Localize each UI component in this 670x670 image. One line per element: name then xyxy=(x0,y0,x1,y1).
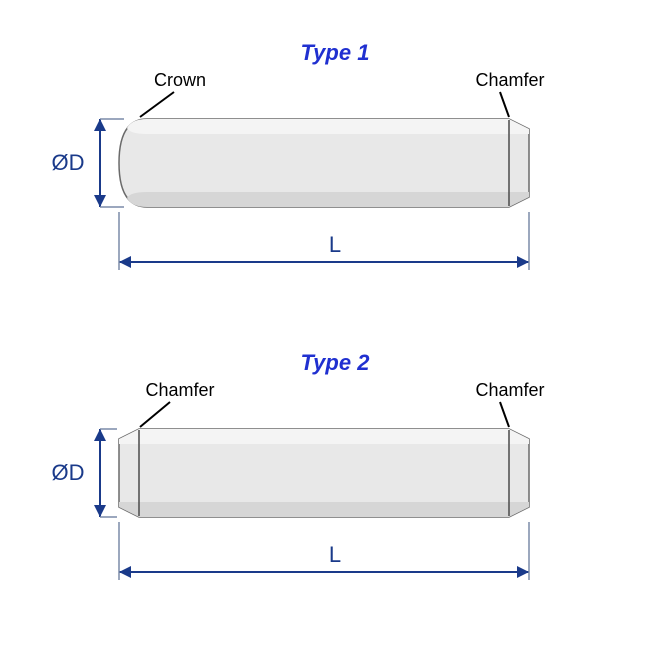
type1-left-feature-label: Crown xyxy=(154,70,206,90)
diagram-canvas: Type 1 Crown Chamfer ØD L Type 2 Chamfer… xyxy=(0,0,670,670)
type1-pin xyxy=(119,119,529,207)
type1-right-feature-label: Chamfer xyxy=(475,70,544,90)
type1-title: Type 1 xyxy=(301,40,370,65)
type2-diameter-dim xyxy=(94,429,117,517)
type2-dia-label: ØD xyxy=(52,460,85,485)
type1-length-dim xyxy=(119,212,529,270)
type2-right-feature-label: Chamfer xyxy=(475,380,544,400)
type2-right-chamfer-pointer xyxy=(500,402,509,427)
type2-length-dim xyxy=(119,522,529,580)
type1-chamfer-pointer xyxy=(500,92,509,117)
type2-length-label: L xyxy=(329,542,341,567)
type2-left-chamfer-pointer xyxy=(140,402,170,427)
type1-dia-label: ØD xyxy=(52,150,85,175)
type2-left-feature-label: Chamfer xyxy=(145,380,214,400)
type1-crown-pointer xyxy=(140,92,174,117)
type2-title: Type 2 xyxy=(301,350,371,375)
type2-pin xyxy=(119,429,529,517)
type1-length-label: L xyxy=(329,232,341,257)
